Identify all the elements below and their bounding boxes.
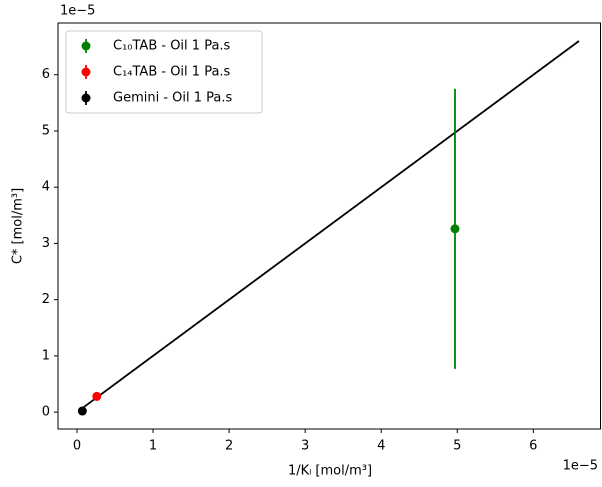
legend-label: C₁₀TAB - Oil 1 Pa.s — [113, 39, 231, 54]
plot-frame — [57, 22, 601, 430]
x-axis-label: 1/Kₗ [mol/m³] — [288, 464, 372, 479]
fit-line — [81, 40, 580, 409]
legend-marker — [81, 93, 91, 103]
legend-label: Gemini - Oil 1 Pa.s — [113, 91, 232, 106]
legend-marker — [81, 41, 91, 51]
x-tick-label: 1 — [149, 439, 157, 454]
y-tick-label: 1 — [42, 348, 50, 363]
y-tick-label: 6 — [42, 67, 50, 82]
x-tick-label: 0 — [73, 439, 81, 454]
data-point — [92, 391, 102, 401]
y-axis-label: C* [mol/m³] — [11, 188, 26, 264]
legend-label: C₁₄TAB - Oil 1 Pa.s — [113, 65, 231, 80]
x-tick-label: 5 — [453, 439, 461, 454]
x-tick-label: 6 — [529, 439, 537, 454]
x-offset-text: 1e−5 — [563, 459, 598, 474]
y-tick-label: 2 — [42, 292, 50, 307]
y-tick-label: 5 — [42, 123, 50, 138]
x-tick-label: 2 — [225, 439, 233, 454]
y-offset-text: 1e−5 — [60, 4, 95, 19]
legend-box — [65, 30, 263, 114]
x-tick-label: 3 — [301, 439, 309, 454]
data-point — [77, 406, 87, 416]
data-point — [450, 224, 460, 234]
legend-marker — [81, 67, 91, 77]
x-tick-label: 4 — [377, 439, 385, 454]
y-tick-label: 0 — [42, 405, 50, 420]
y-tick-label: 4 — [42, 180, 50, 195]
y-tick-label: 3 — [42, 236, 50, 251]
